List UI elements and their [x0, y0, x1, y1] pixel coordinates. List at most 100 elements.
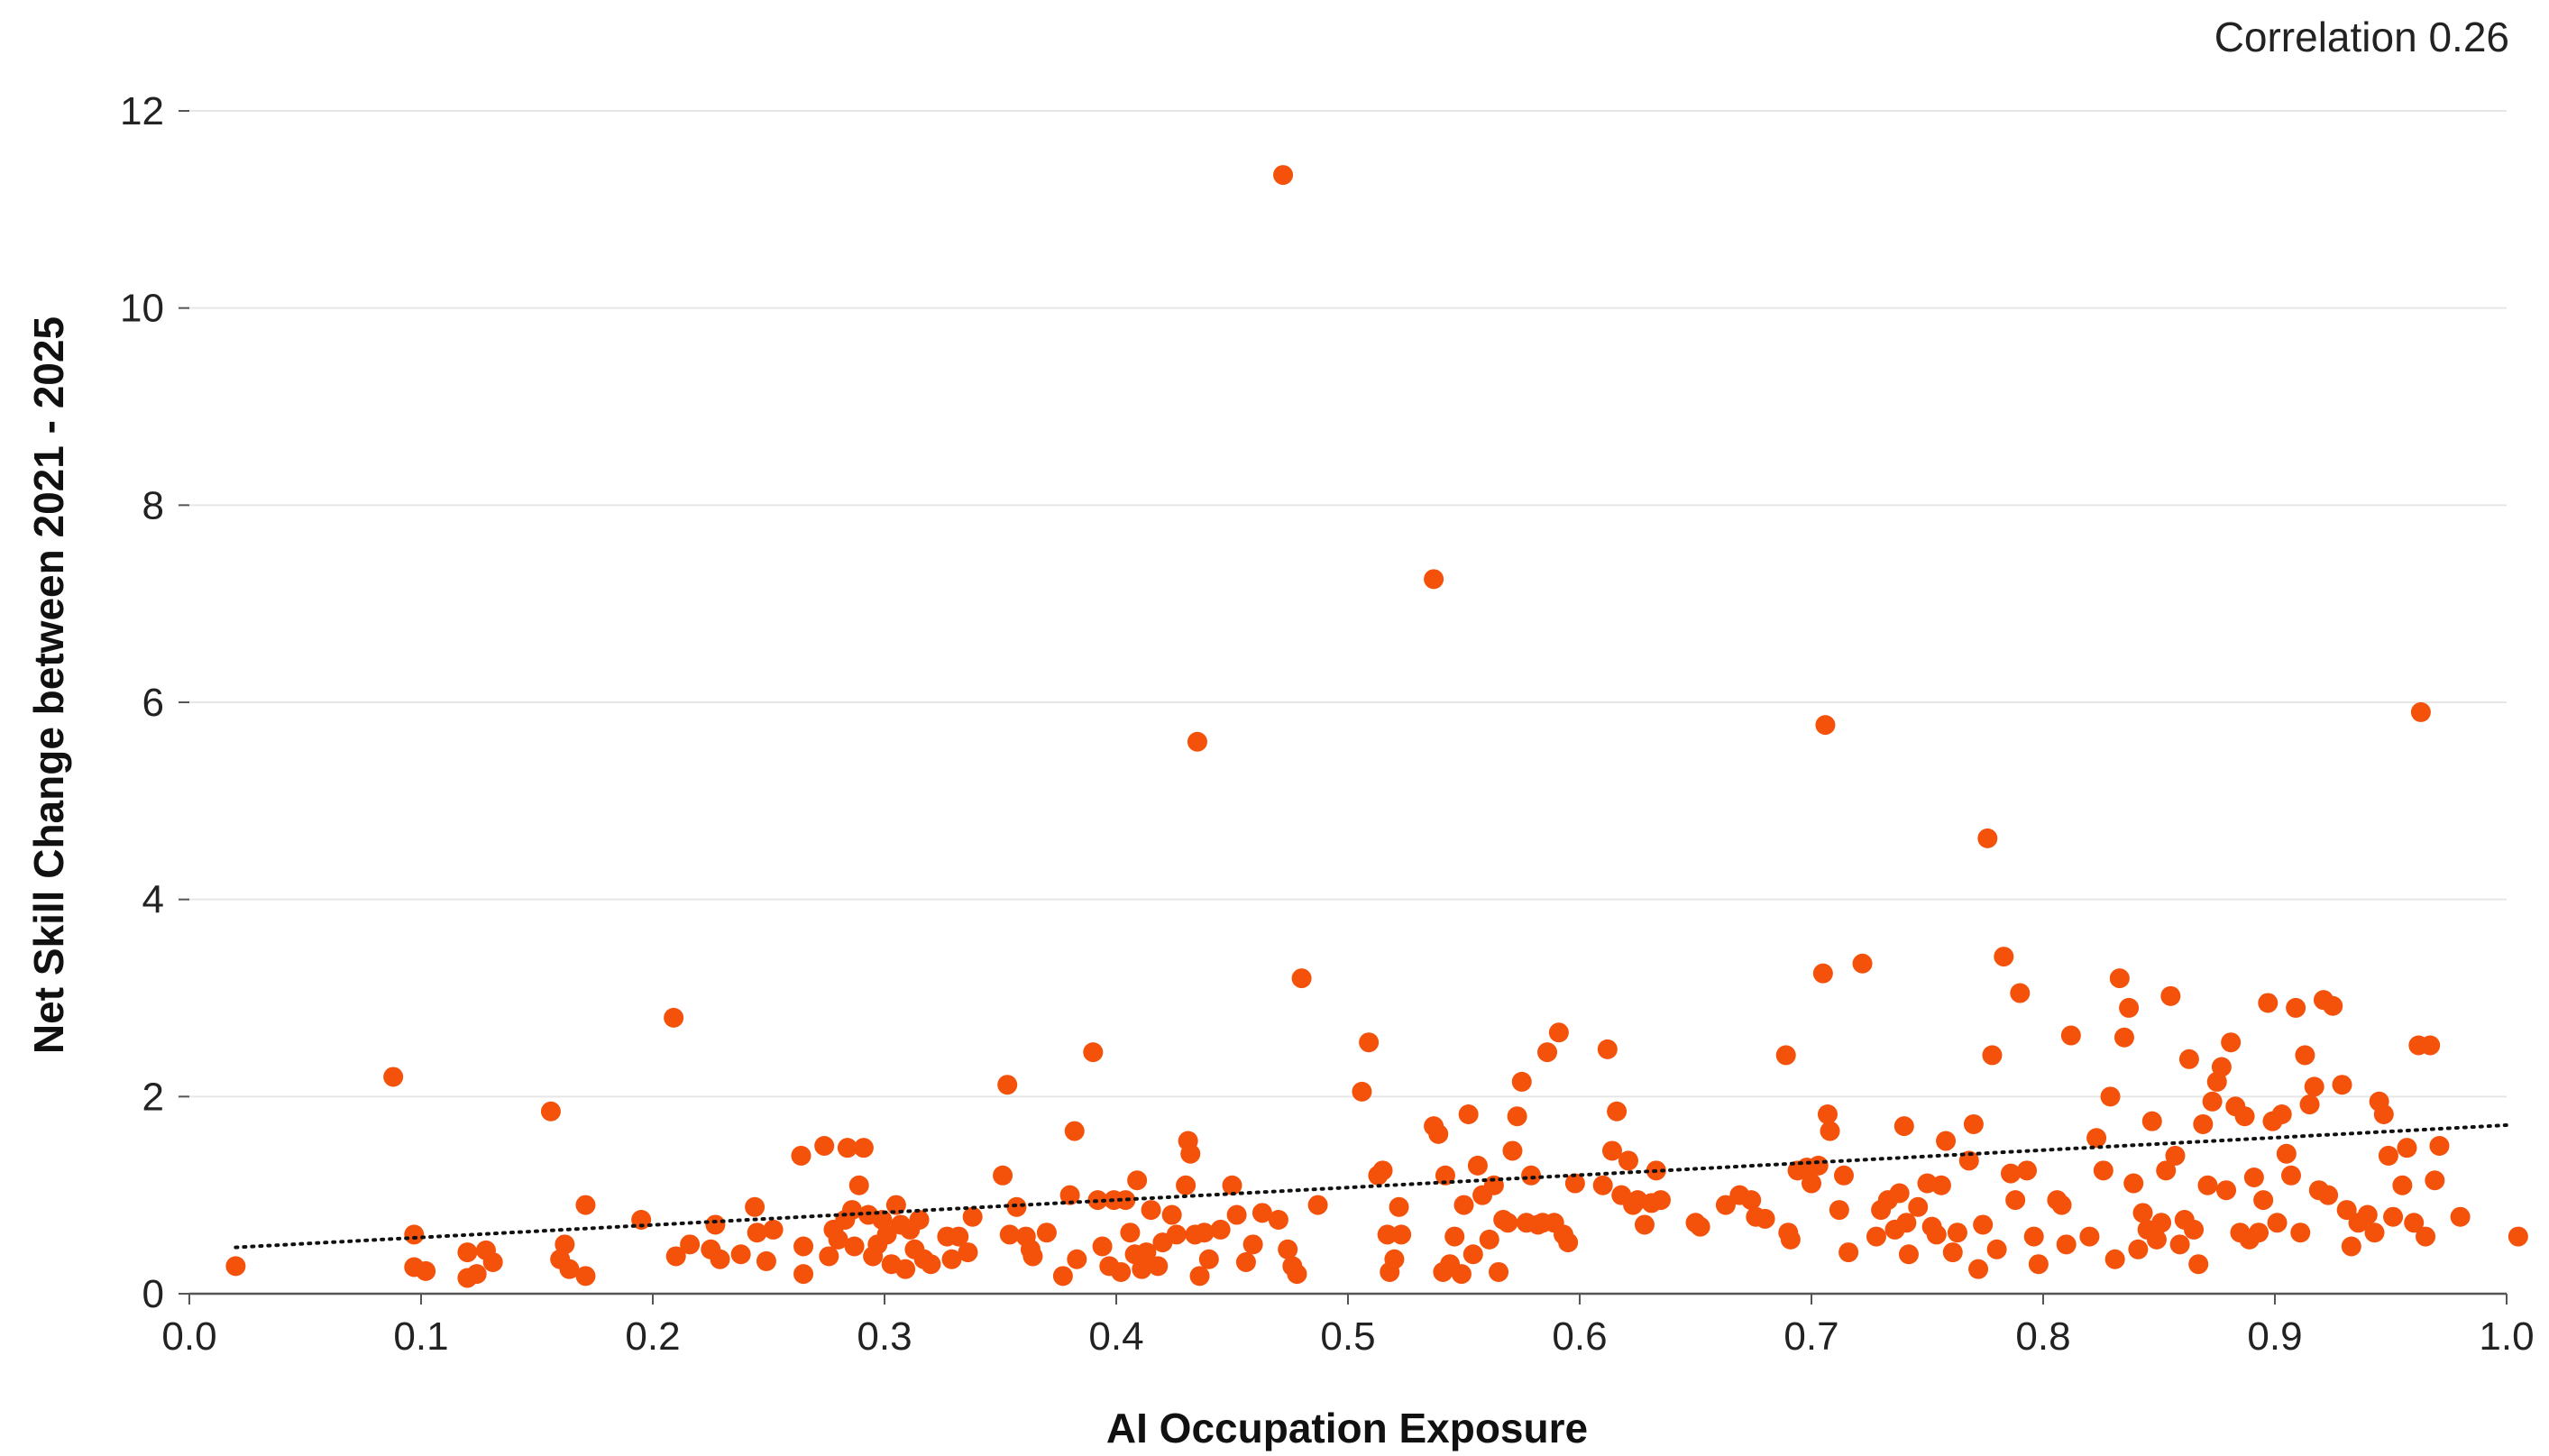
data-point — [1148, 1256, 1169, 1277]
data-point — [2508, 1226, 2528, 1247]
data-point — [2253, 1190, 2274, 1211]
data-point — [876, 1224, 897, 1245]
data-point — [1428, 1123, 1449, 1144]
data-point — [2028, 1254, 2049, 1275]
data-point — [1986, 1239, 2007, 1259]
data-point — [1389, 1196, 1409, 1217]
data-point — [2151, 1213, 2172, 1233]
x-tick-label: 0.4 — [1088, 1314, 1143, 1359]
data-point — [730, 1244, 751, 1265]
data-point — [747, 1222, 767, 1243]
data-point — [680, 1234, 701, 1255]
data-point — [1852, 953, 1873, 974]
data-point — [745, 1196, 766, 1217]
data-point — [1511, 1071, 1532, 1092]
data-point — [2249, 1222, 2269, 1243]
data-point — [1161, 1204, 1182, 1225]
data-point — [1127, 1170, 1148, 1191]
data-point — [1947, 1222, 1967, 1243]
data-point — [1451, 1264, 1472, 1285]
data-point — [2123, 1173, 2144, 1194]
data-point — [710, 1249, 730, 1269]
data-point — [2197, 1175, 2218, 1195]
data-point — [842, 1200, 863, 1221]
data-point — [1592, 1175, 1613, 1195]
data-point — [2178, 1049, 2199, 1069]
data-point — [2056, 1234, 2077, 1255]
data-point — [1189, 1266, 1210, 1287]
trend-line — [234, 1123, 2508, 1250]
data-point — [1141, 1200, 1161, 1221]
data-point — [1715, 1195, 1736, 1215]
data-point — [1235, 1252, 1256, 1273]
data-point — [853, 1138, 874, 1158]
data-point — [2318, 1185, 2339, 1205]
data-point — [2378, 1145, 2398, 1166]
data-point — [1866, 1226, 1886, 1247]
data-point — [1930, 1175, 1951, 1195]
data-point — [2286, 997, 2306, 1018]
y-tick-label: 8 — [142, 483, 164, 527]
data-point — [949, 1226, 969, 1247]
data-point — [2332, 1075, 2352, 1095]
data-point — [2364, 1222, 2385, 1243]
data-point — [1942, 1242, 1963, 1263]
data-point — [2280, 1165, 2301, 1186]
data-point — [2410, 701, 2431, 722]
data-point — [2023, 1226, 2044, 1247]
data-point — [1391, 1224, 1412, 1245]
data-point — [1435, 1165, 1455, 1186]
data-point — [2425, 1170, 2445, 1191]
data-point — [1564, 1173, 1585, 1194]
data-point — [1898, 1244, 1919, 1265]
data-point — [1755, 1208, 1775, 1229]
data-point — [2113, 1027, 2134, 1048]
data-point — [2005, 1190, 2026, 1211]
data-point — [2211, 1057, 2232, 1077]
data-point — [1132, 1259, 1152, 1279]
data-point — [1601, 1140, 1622, 1161]
data-points — [225, 165, 2528, 1288]
data-point — [2060, 1025, 2081, 1046]
data-point — [1479, 1229, 1499, 1250]
data-point — [997, 1075, 1018, 1095]
data-point — [2132, 1203, 2153, 1223]
data-point — [2323, 995, 2343, 1016]
data-point — [2336, 1200, 2357, 1221]
data-point — [1092, 1236, 1113, 1257]
data-point — [1815, 715, 1836, 736]
data-point — [2416, 1226, 2436, 1247]
x-tick-label: 0.6 — [1552, 1314, 1607, 1359]
data-point — [2295, 1045, 2315, 1066]
data-point — [2450, 1206, 2471, 1227]
data-point — [225, 1256, 246, 1277]
data-point — [1537, 1042, 1558, 1063]
data-point — [756, 1250, 776, 1271]
data-point — [2221, 1032, 2242, 1053]
data-point — [2404, 1213, 2425, 1233]
data-point — [2276, 1143, 2297, 1164]
data-point — [1453, 1195, 1474, 1215]
data-point — [2079, 1226, 2100, 1247]
data-point — [2017, 1160, 2038, 1181]
x-tick-label: 0.7 — [1783, 1314, 1838, 1359]
data-point — [763, 1219, 784, 1240]
data-point — [555, 1234, 575, 1255]
data-point — [2093, 1160, 2113, 1181]
data-point — [1775, 1045, 1796, 1066]
data-point — [1462, 1244, 1483, 1265]
data-point — [1690, 1216, 1710, 1237]
y-axis-ticks: 0 2 4 6 8 10 12 — [120, 89, 189, 1316]
data-point — [2156, 1160, 2177, 1181]
data-point — [1307, 1195, 1328, 1215]
data-point — [1994, 947, 2014, 967]
data-point — [2188, 1254, 2209, 1275]
y-tick-label: 12 — [120, 89, 164, 133]
data-point — [1198, 1249, 1219, 1269]
data-point — [2429, 1136, 2450, 1156]
data-point — [1502, 1140, 1523, 1161]
data-point — [2420, 1035, 2441, 1056]
data-point — [837, 1138, 857, 1158]
data-point — [1372, 1160, 1393, 1181]
